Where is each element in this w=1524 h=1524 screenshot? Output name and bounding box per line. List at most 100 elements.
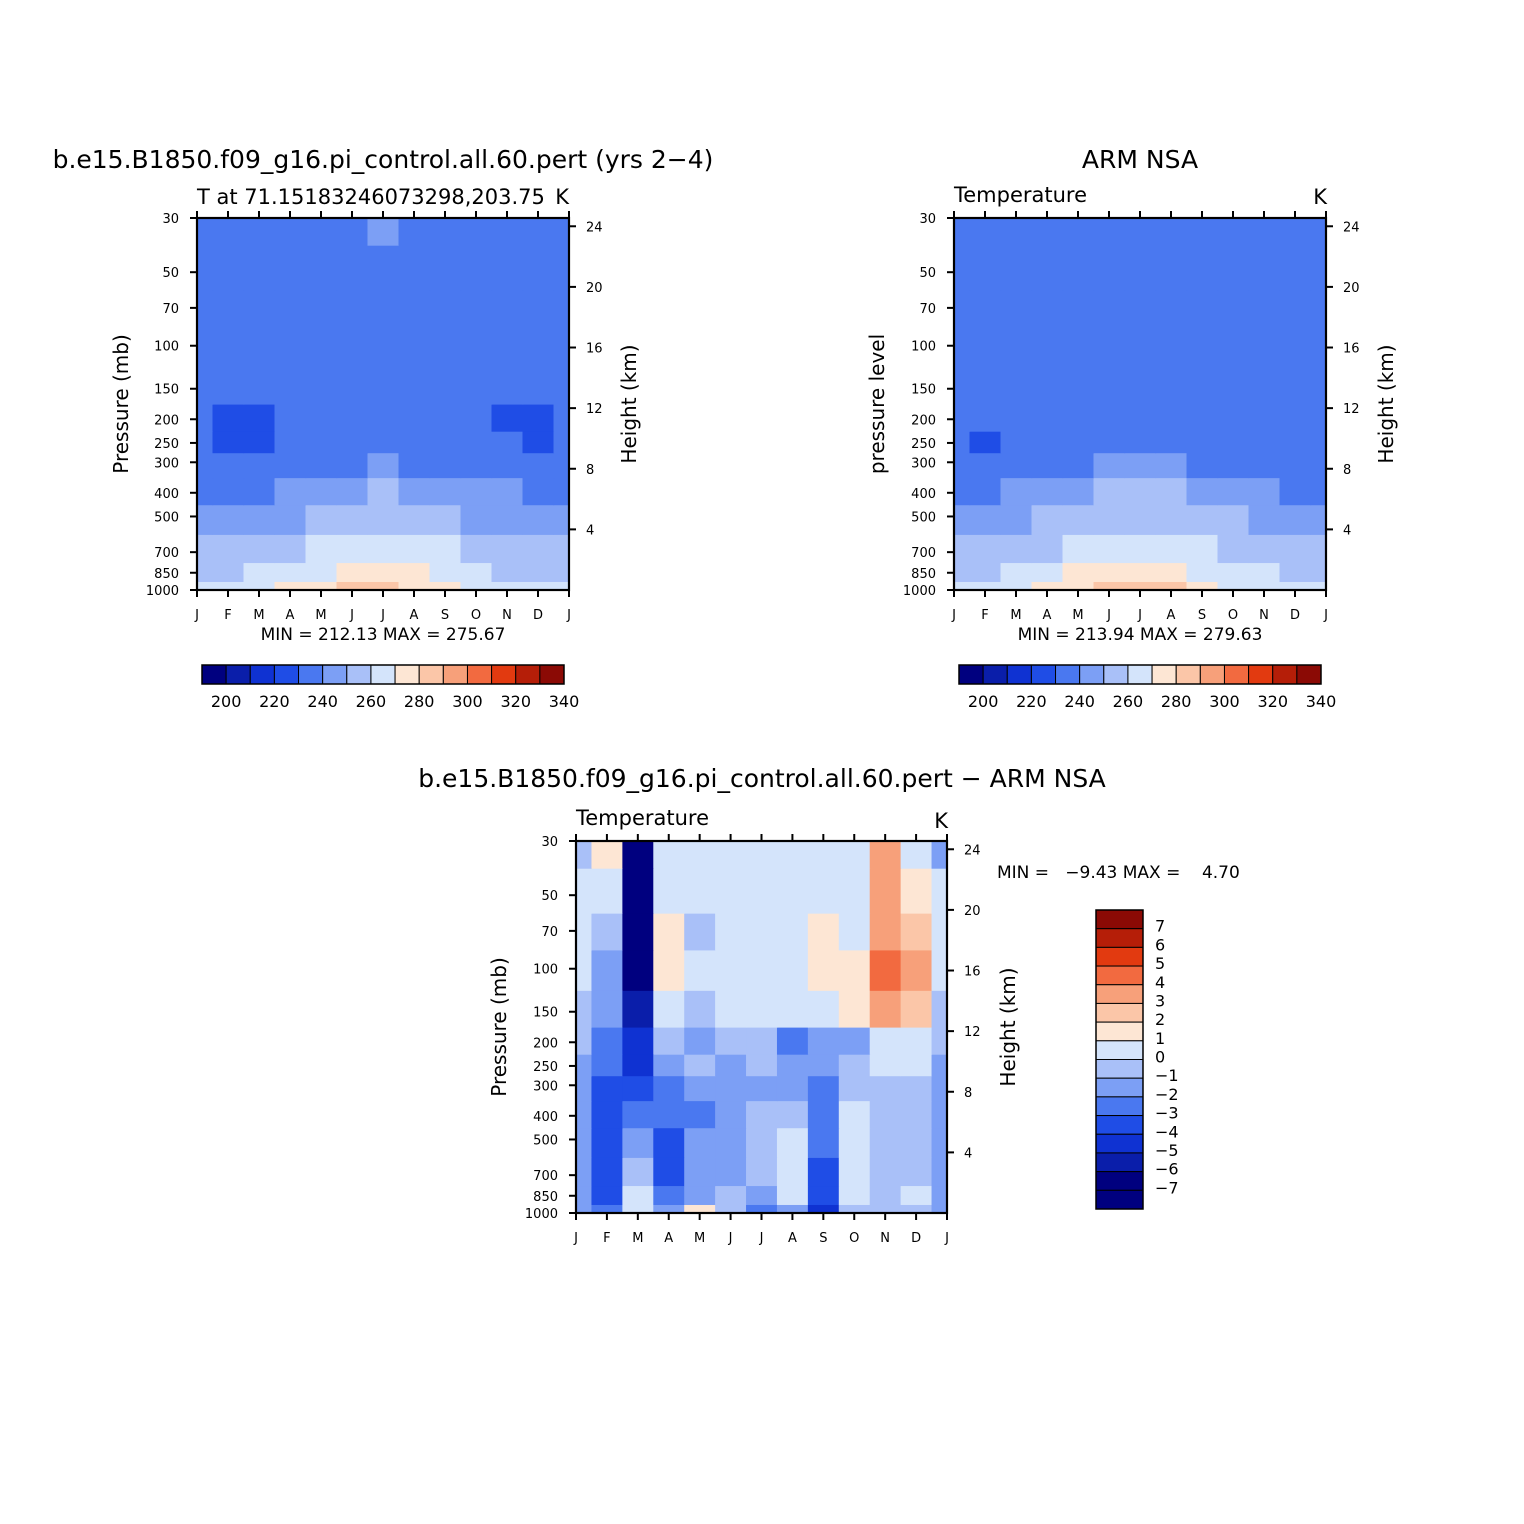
- colorbar-box: [982, 664, 1008, 685]
- heatmap-cell: [653, 949, 685, 991]
- heatmap-cell: [776, 1204, 809, 1213]
- heatmap-cell: [1093, 504, 1126, 535]
- x-tick-label: O: [1228, 608, 1238, 623]
- heatmap-cell: [746, 1157, 778, 1187]
- heatmap-cell: [954, 290, 971, 328]
- heatmap-cell: [900, 1054, 933, 1077]
- heatmap-cell: [715, 1054, 747, 1077]
- heatmap-cell: [1217, 452, 1250, 479]
- panel-model: b.e15.B1850.f09_g16.pi_control.all.60.pe…: [53, 145, 714, 711]
- heatmap-cell: [1248, 581, 1281, 590]
- heatmap-cell: [653, 1075, 685, 1102]
- heatmap-cell: [1186, 581, 1219, 590]
- heatmap-cell: [869, 1157, 902, 1187]
- heatmap-cell: [243, 452, 276, 479]
- heatmap-cell: [622, 868, 654, 914]
- colorbar-label: 5: [1155, 954, 1165, 973]
- colorbar-label: 280: [1161, 692, 1192, 711]
- heatmap-cell: [1031, 431, 1064, 454]
- colorbar-box: [1095, 1115, 1144, 1135]
- heatmap-cell: [1155, 452, 1188, 479]
- heatmap-cell: [522, 452, 555, 479]
- heatmap-cell: [1000, 326, 1033, 368]
- heatmap-cell: [591, 1185, 623, 1205]
- x-tick-label: S: [819, 1231, 827, 1246]
- heatmap-cell: [553, 477, 569, 506]
- heatmap-cell: [274, 504, 307, 535]
- colorbar-box: [1006, 664, 1032, 685]
- heatmap-cell: [1062, 581, 1095, 590]
- panel-obs: ARM NSA Temperature K J F M A M J J A S O N D J 30 50 7…: [865, 145, 1398, 711]
- colorbar-box: [539, 664, 565, 685]
- heatmap-cell: [1310, 562, 1326, 582]
- heatmap-cells: [576, 841, 947, 1213]
- heatmap-cell: [1186, 431, 1219, 454]
- heatmap-cell: [336, 326, 369, 368]
- colorbar-label: −2: [1155, 1085, 1179, 1104]
- y-tick-label: 850: [154, 567, 179, 582]
- heatmap-cell: [274, 581, 307, 590]
- colorbar-box: [1199, 664, 1225, 685]
- y-tick-label: 100: [911, 340, 936, 355]
- colorbar-box: [1095, 984, 1144, 1004]
- y-tick-label: 850: [911, 567, 936, 582]
- colorbar-box: [1095, 1096, 1144, 1117]
- heatmap-cell: [367, 326, 400, 368]
- heatmap-cell: [900, 913, 933, 951]
- heatmap-cell: [954, 452, 971, 479]
- heatmap-cell: [954, 562, 971, 582]
- min-max-label: MIN = −9.43 MAX = 4.70: [997, 863, 1240, 883]
- heatmap-cell: [212, 431, 245, 454]
- heatmap-cell: [954, 367, 971, 405]
- heatmap-cell: [1155, 581, 1188, 590]
- x-tick-label: O: [471, 608, 481, 623]
- heatmap-cell: [869, 1100, 902, 1129]
- y-axis-label: pressure level: [865, 334, 889, 474]
- heatmap-cell: [1062, 404, 1095, 432]
- heatmap-cell: [274, 452, 307, 479]
- heatmap-cell: [931, 868, 947, 914]
- colorbar-label: 340: [1306, 692, 1337, 711]
- heatmap-cell: [1031, 581, 1064, 590]
- heatmap-cell: [212, 404, 245, 432]
- y-tick-label: 500: [154, 510, 179, 525]
- heatmap-cell: [838, 1100, 871, 1129]
- heatmap-cell: [522, 404, 555, 432]
- colorbar-label: −6: [1155, 1160, 1179, 1179]
- x-tick-label: J: [349, 608, 354, 623]
- heatmap-cell: [491, 245, 524, 291]
- y-tick-label: 100: [533, 963, 558, 978]
- heatmap-cell: [398, 452, 431, 479]
- y-axis-label-right: Height (km): [1374, 344, 1398, 463]
- heatmap-cell: [684, 1054, 716, 1077]
- heatmap-cell: [591, 841, 623, 869]
- heatmap-cell: [1000, 290, 1033, 328]
- heatmap-cell: [553, 326, 569, 368]
- heatmap-cell: [807, 1100, 840, 1129]
- heatmap-cell: [274, 245, 307, 291]
- heatmap-cell: [429, 534, 462, 564]
- min-max-label: MIN = 213.94 MAX = 279.63: [1018, 625, 1263, 645]
- heatmap-cell: [931, 841, 947, 869]
- x-tick-label: M: [315, 608, 326, 623]
- heatmap-cell: [367, 452, 400, 479]
- heatmap-cell: [491, 404, 524, 432]
- heatmap-cell: [1093, 534, 1126, 564]
- heatmap-cell: [197, 452, 214, 479]
- heatmap-cell: [746, 1027, 778, 1055]
- heatmap-cell: [969, 367, 1002, 405]
- heatmap-cell: [807, 868, 840, 914]
- heatmap-cell: [398, 534, 431, 564]
- heatmap-cell: [1062, 562, 1095, 582]
- heatmap-cell: [1248, 245, 1281, 291]
- colorbar-box: [1095, 1133, 1144, 1154]
- heatmap-cell: [553, 562, 569, 582]
- panel-left-subtitle: T at 71.15183246073298,203.75: [196, 185, 545, 209]
- colorbar-label: 240: [1064, 692, 1095, 711]
- y-axis-label: Pressure (mb): [109, 334, 133, 474]
- heatmap-cell: [197, 581, 214, 590]
- heatmap-cell: [653, 1185, 685, 1205]
- heatmap-cell: [429, 562, 462, 582]
- y-tick-label-right: 24: [964, 843, 981, 858]
